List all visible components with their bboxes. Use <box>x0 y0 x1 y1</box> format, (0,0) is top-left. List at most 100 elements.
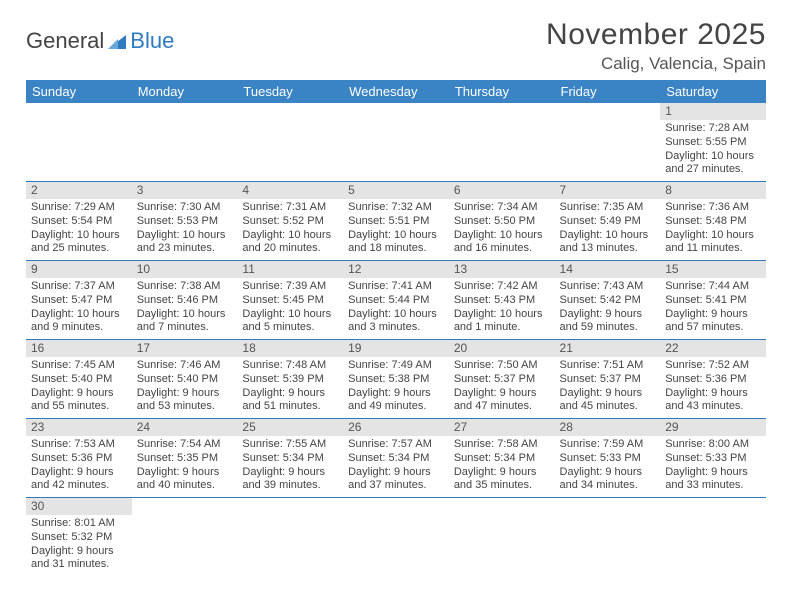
day-number: 28 <box>555 419 661 436</box>
brand-logo: General Blue <box>26 18 174 54</box>
sunset-line: Sunset: 5:51 PM <box>348 215 444 229</box>
daylight-line: Daylight: 9 hours and 57 minutes. <box>665 308 761 336</box>
day-number: 15 <box>660 261 766 278</box>
day-info: Sunrise: 7:42 AMSunset: 5:43 PMDaylight:… <box>449 278 555 339</box>
sunset-line: Sunset: 5:52 PM <box>242 215 338 229</box>
sunset-line: Sunset: 5:48 PM <box>665 215 761 229</box>
day-info: Sunrise: 7:46 AMSunset: 5:40 PMDaylight:… <box>132 357 238 418</box>
daylight-line: Daylight: 10 hours and 1 minute. <box>454 308 550 336</box>
daylight-line: Daylight: 10 hours and 13 minutes. <box>560 229 656 257</box>
calendar-day-cell: 25Sunrise: 7:55 AMSunset: 5:34 PMDayligh… <box>237 419 343 498</box>
calendar-day-cell: 23Sunrise: 7:53 AMSunset: 5:36 PMDayligh… <box>26 419 132 498</box>
daylight-line: Daylight: 9 hours and 49 minutes. <box>348 387 444 415</box>
day-info: Sunrise: 8:00 AMSunset: 5:33 PMDaylight:… <box>660 436 766 497</box>
day-info: Sunrise: 7:35 AMSunset: 5:49 PMDaylight:… <box>555 199 661 260</box>
day-number: 30 <box>26 498 132 515</box>
sunrise-line: Sunrise: 7:59 AM <box>560 438 656 452</box>
sunset-line: Sunset: 5:36 PM <box>665 373 761 387</box>
day-info: Sunrise: 7:50 AMSunset: 5:37 PMDaylight:… <box>449 357 555 418</box>
sunrise-line: Sunrise: 7:54 AM <box>137 438 233 452</box>
daylight-line: Daylight: 9 hours and 42 minutes. <box>31 466 127 494</box>
day-info: Sunrise: 7:48 AMSunset: 5:39 PMDaylight:… <box>237 357 343 418</box>
calendar-empty-cell <box>449 498 555 577</box>
daylight-line: Daylight: 10 hours and 11 minutes. <box>665 229 761 257</box>
calendar-day-cell: 16Sunrise: 7:45 AMSunset: 5:40 PMDayligh… <box>26 340 132 419</box>
calendar-day-cell: 5Sunrise: 7:32 AMSunset: 5:51 PMDaylight… <box>343 182 449 261</box>
sunset-line: Sunset: 5:34 PM <box>242 452 338 466</box>
calendar-day-cell: 9Sunrise: 7:37 AMSunset: 5:47 PMDaylight… <box>26 261 132 340</box>
sunset-line: Sunset: 5:46 PM <box>137 294 233 308</box>
day-info: Sunrise: 7:38 AMSunset: 5:46 PMDaylight:… <box>132 278 238 339</box>
calendar-empty-cell <box>343 103 449 182</box>
calendar-day-cell: 26Sunrise: 7:57 AMSunset: 5:34 PMDayligh… <box>343 419 449 498</box>
daylight-line: Daylight: 9 hours and 59 minutes. <box>560 308 656 336</box>
day-number: 26 <box>343 419 449 436</box>
sunrise-line: Sunrise: 7:55 AM <box>242 438 338 452</box>
day-number: 21 <box>555 340 661 357</box>
sunset-line: Sunset: 5:44 PM <box>348 294 444 308</box>
calendar-empty-cell <box>343 498 449 577</box>
day-info: Sunrise: 7:45 AMSunset: 5:40 PMDaylight:… <box>26 357 132 418</box>
day-number: 3 <box>132 182 238 199</box>
day-number: 12 <box>343 261 449 278</box>
day-info: Sunrise: 7:41 AMSunset: 5:44 PMDaylight:… <box>343 278 449 339</box>
sunrise-line: Sunrise: 7:30 AM <box>137 201 233 215</box>
calendar-empty-cell <box>237 498 343 577</box>
sunrise-line: Sunrise: 7:38 AM <box>137 280 233 294</box>
day-number: 6 <box>449 182 555 199</box>
daylight-line: Daylight: 9 hours and 34 minutes. <box>560 466 656 494</box>
calendar-row: 2Sunrise: 7:29 AMSunset: 5:54 PMDaylight… <box>26 182 766 261</box>
weekday-header: Friday <box>555 80 661 103</box>
day-number: 4 <box>237 182 343 199</box>
sunset-line: Sunset: 5:53 PM <box>137 215 233 229</box>
sunset-line: Sunset: 5:33 PM <box>560 452 656 466</box>
calendar-day-cell: 22Sunrise: 7:52 AMSunset: 5:36 PMDayligh… <box>660 340 766 419</box>
calendar-empty-cell <box>26 103 132 182</box>
calendar-day-cell: 17Sunrise: 7:46 AMSunset: 5:40 PMDayligh… <box>132 340 238 419</box>
calendar-day-cell: 30Sunrise: 8:01 AMSunset: 5:32 PMDayligh… <box>26 498 132 577</box>
day-info: Sunrise: 7:31 AMSunset: 5:52 PMDaylight:… <box>237 199 343 260</box>
day-number: 19 <box>343 340 449 357</box>
daylight-line: Daylight: 9 hours and 45 minutes. <box>560 387 656 415</box>
sunrise-line: Sunrise: 7:51 AM <box>560 359 656 373</box>
calendar-day-cell: 14Sunrise: 7:43 AMSunset: 5:42 PMDayligh… <box>555 261 661 340</box>
sunrise-line: Sunrise: 7:31 AM <box>242 201 338 215</box>
day-number: 9 <box>26 261 132 278</box>
day-info: Sunrise: 7:30 AMSunset: 5:53 PMDaylight:… <box>132 199 238 260</box>
sunrise-line: Sunrise: 8:01 AM <box>31 517 127 531</box>
page-title: November 2025 <box>546 18 766 52</box>
sunrise-line: Sunrise: 7:36 AM <box>665 201 761 215</box>
day-number: 7 <box>555 182 661 199</box>
sunset-line: Sunset: 5:35 PM <box>137 452 233 466</box>
day-info: Sunrise: 8:01 AMSunset: 5:32 PMDaylight:… <box>26 515 132 576</box>
calendar-empty-cell <box>132 498 238 577</box>
daylight-line: Daylight: 10 hours and 9 minutes. <box>31 308 127 336</box>
day-info: Sunrise: 7:43 AMSunset: 5:42 PMDaylight:… <box>555 278 661 339</box>
day-info: Sunrise: 7:54 AMSunset: 5:35 PMDaylight:… <box>132 436 238 497</box>
calendar-day-cell: 28Sunrise: 7:59 AMSunset: 5:33 PMDayligh… <box>555 419 661 498</box>
sunrise-line: Sunrise: 7:52 AM <box>665 359 761 373</box>
daylight-line: Daylight: 10 hours and 20 minutes. <box>242 229 338 257</box>
sunset-line: Sunset: 5:55 PM <box>665 136 761 150</box>
day-number: 10 <box>132 261 238 278</box>
day-info: Sunrise: 7:59 AMSunset: 5:33 PMDaylight:… <box>555 436 661 497</box>
calendar-table: SundayMondayTuesdayWednesdayThursdayFrid… <box>26 80 766 576</box>
day-number: 23 <box>26 419 132 436</box>
brand-part2: Blue <box>130 28 174 54</box>
calendar-day-cell: 29Sunrise: 8:00 AMSunset: 5:33 PMDayligh… <box>660 419 766 498</box>
daylight-line: Daylight: 10 hours and 16 minutes. <box>454 229 550 257</box>
calendar-day-cell: 7Sunrise: 7:35 AMSunset: 5:49 PMDaylight… <box>555 182 661 261</box>
calendar-day-cell: 11Sunrise: 7:39 AMSunset: 5:45 PMDayligh… <box>237 261 343 340</box>
day-info: Sunrise: 7:49 AMSunset: 5:38 PMDaylight:… <box>343 357 449 418</box>
day-number: 1 <box>660 103 766 120</box>
sunrise-line: Sunrise: 7:48 AM <box>242 359 338 373</box>
day-number: 2 <box>26 182 132 199</box>
weekday-header-row: SundayMondayTuesdayWednesdayThursdayFrid… <box>26 80 766 103</box>
sunset-line: Sunset: 5:38 PM <box>348 373 444 387</box>
daylight-line: Daylight: 9 hours and 47 minutes. <box>454 387 550 415</box>
day-number: 29 <box>660 419 766 436</box>
day-info: Sunrise: 7:53 AMSunset: 5:36 PMDaylight:… <box>26 436 132 497</box>
calendar-day-cell: 2Sunrise: 7:29 AMSunset: 5:54 PMDaylight… <box>26 182 132 261</box>
daylight-line: Daylight: 9 hours and 43 minutes. <box>665 387 761 415</box>
day-number: 20 <box>449 340 555 357</box>
